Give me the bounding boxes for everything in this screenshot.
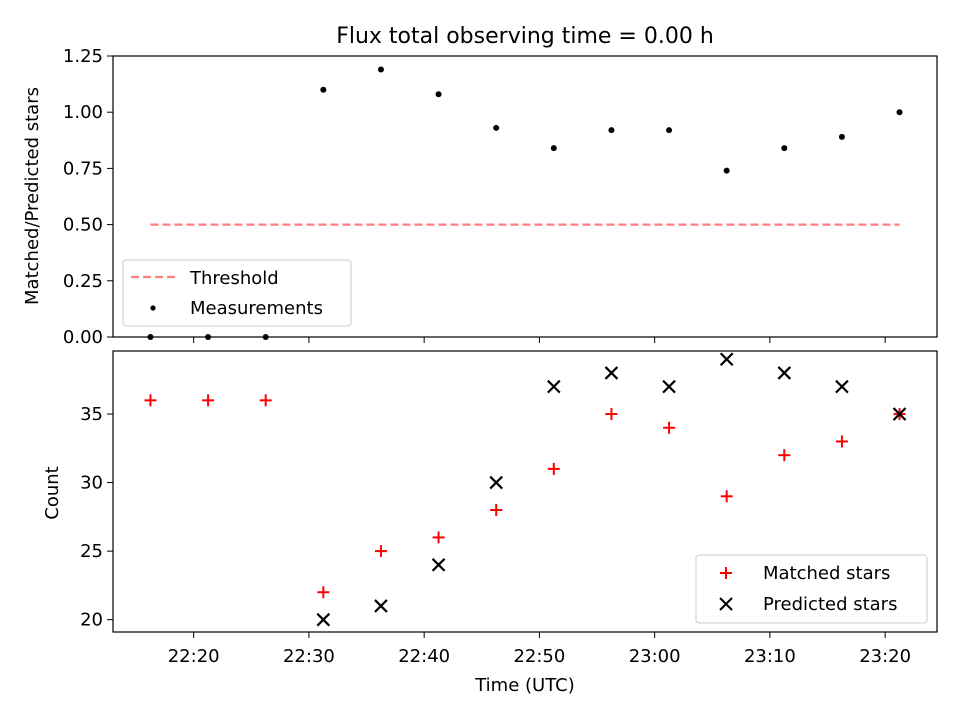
count-x-tick-label: 23:00	[629, 646, 681, 667]
measurement-point	[550, 145, 557, 152]
count-x-tick-label: 22:50	[513, 646, 565, 667]
matched-legend-swatch	[720, 567, 732, 579]
count-plot-frame	[112, 350, 938, 633]
measurement-point	[377, 66, 384, 73]
count-x-ticks: 22:20 22:30 22:40 22:50 23:00 23:10 23:20	[168, 632, 911, 667]
count-y-tick-label: 30	[80, 473, 103, 494]
ratio-y-tick-label: 0.25	[63, 271, 103, 292]
matched-star-point	[432, 531, 445, 544]
ratio-y-axis-label: Matched/Predicted stars	[22, 87, 43, 305]
count-x-tick-label: 23:10	[744, 646, 796, 667]
matched-star-point	[317, 586, 330, 599]
measurement-point	[838, 133, 845, 140]
ratio-y-tick-label: 1.00	[63, 102, 103, 123]
measurement-point	[205, 334, 212, 340]
ratio-plot-frame	[112, 55, 938, 338]
matched-star-point	[605, 408, 618, 421]
matched-star-point	[259, 394, 272, 407]
matched-star-point	[490, 504, 503, 517]
threshold-legend-label: Threshold	[189, 268, 279, 289]
predicted-star-point	[431, 558, 446, 572]
count-y-axis-label: Count	[42, 466, 63, 519]
measurement-point	[262, 334, 269, 340]
measurement-point	[896, 109, 903, 116]
ratio-x-ticks	[193, 337, 886, 343]
measurements-legend-label: Measurements	[190, 298, 323, 319]
predicted-star-point	[835, 379, 849, 394]
matched-star-point	[547, 462, 560, 475]
measurement-point	[666, 127, 673, 134]
measurements-legend-swatch	[150, 305, 156, 311]
matched-star-point	[835, 435, 848, 448]
predicted-star-point	[719, 352, 734, 367]
ratio-y-tick-label: 0.50	[63, 215, 103, 236]
predicted-star-point	[892, 407, 907, 421]
count-legend-box	[695, 554, 928, 624]
ratio-marks	[147, 66, 903, 340]
measurement-point	[608, 127, 615, 134]
predicted-legend-label: Predicted stars	[763, 594, 897, 615]
time-x-axis-label: Time (UTC)	[474, 675, 575, 696]
predicted-star-point	[374, 599, 388, 613]
count-x-tick-label: 22:20	[168, 646, 220, 667]
predicted-star-point	[316, 612, 331, 627]
count-marks	[144, 352, 907, 627]
measurement-point	[147, 334, 154, 340]
matched-star-point	[720, 490, 733, 503]
chart-title: Flux total observing time = 0.00 h	[336, 24, 714, 49]
measurement-point	[781, 145, 788, 152]
matched-legend-label: Matched stars	[763, 563, 890, 584]
measurement-point	[493, 124, 500, 131]
predicted-legend-swatch	[719, 597, 733, 611]
matched-star-point	[778, 449, 791, 462]
count-y-tick-label: 35	[80, 404, 103, 425]
ratio-panel: Matched/Predicted stars 0.00 0.25 0.50 0.75…	[22, 46, 938, 348]
count-x-tick-label: 23:20	[859, 646, 911, 667]
predicted-star-point	[777, 366, 792, 380]
ratio-y-tick-label: 1.25	[63, 46, 103, 67]
ratio-legend-box	[122, 259, 352, 327]
ratio-legend: Threshold Measurements	[122, 259, 352, 327]
count-panel: Count Time (UTC) 20 25 30 35 22:20 22:30 22:4…	[42, 350, 938, 696]
predicted-star-point	[489, 475, 503, 490]
count-x-tick-label: 22:40	[398, 646, 450, 667]
ratio-y-ticks: 0.00 0.25 0.50 0.75 1.00 1.25	[63, 46, 113, 348]
count-y-ticks: 20 25 30 35	[80, 404, 113, 631]
measurement-point	[435, 91, 442, 98]
matched-star-point	[663, 421, 676, 434]
matched-star-point	[202, 394, 215, 407]
count-y-tick-label: 25	[80, 541, 103, 562]
ratio-y-tick-label: 0.00	[63, 327, 103, 348]
count-y-tick-label: 20	[80, 610, 103, 631]
ratio-y-tick-label: 0.75	[63, 158, 103, 179]
predicted-star-point	[604, 366, 619, 380]
predicted-star-point	[547, 379, 561, 394]
count-x-tick-label: 22:30	[283, 646, 335, 667]
matched-star-point	[144, 394, 157, 407]
matched-star-point	[374, 545, 387, 558]
predicted-star-point	[662, 379, 676, 394]
measurement-point	[320, 86, 327, 93]
count-legend: Matched stars Predicted stars	[695, 554, 928, 624]
measurement-point	[723, 167, 730, 174]
